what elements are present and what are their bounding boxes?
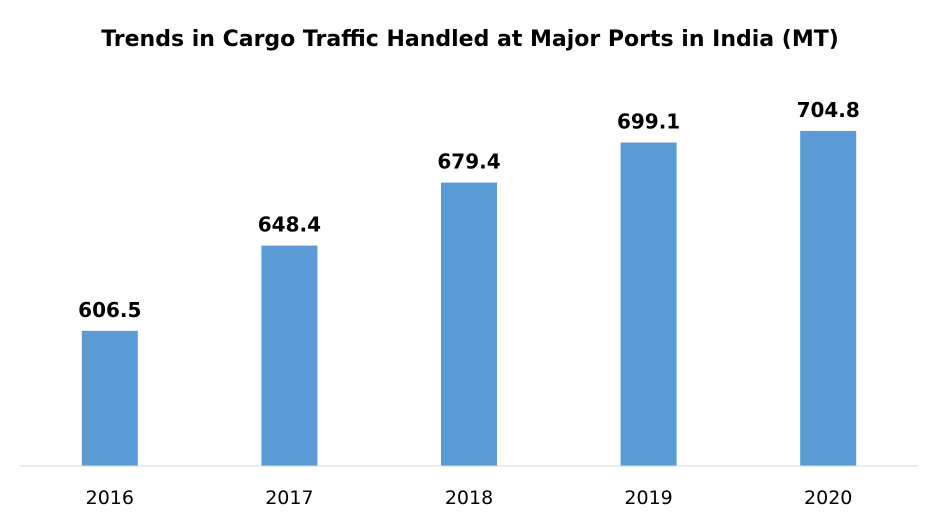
bars-layer: [81, 130, 857, 466]
bar-2020: [800, 130, 857, 466]
x-tick-label-2019: 2019: [624, 487, 672, 509]
data-label-2020: 704.8: [797, 98, 860, 122]
x-tick-labels: 2016 2017 2018 2019 2020: [86, 487, 853, 509]
bar-2017: [261, 245, 318, 466]
data-label-2018: 679.4: [437, 150, 500, 174]
x-tick-label-2016: 2016: [86, 487, 134, 509]
x-tick-label-2018: 2018: [445, 487, 493, 509]
bar-2019: [620, 142, 677, 466]
data-label-2017: 648.4: [258, 213, 321, 237]
data-labels-layer: 606.5 648.4 679.4 699.1 704.8: [78, 98, 860, 322]
x-tick-label-2017: 2017: [265, 487, 313, 509]
bar-2016: [81, 330, 138, 466]
data-label-2019: 699.1: [617, 110, 680, 134]
x-tick-label-2020: 2020: [804, 487, 852, 509]
bar-2018: [441, 182, 497, 466]
chart-title: Trends in Cargo Traffic Handled at Major…: [101, 27, 839, 52]
data-label-2016: 606.5: [78, 298, 141, 322]
